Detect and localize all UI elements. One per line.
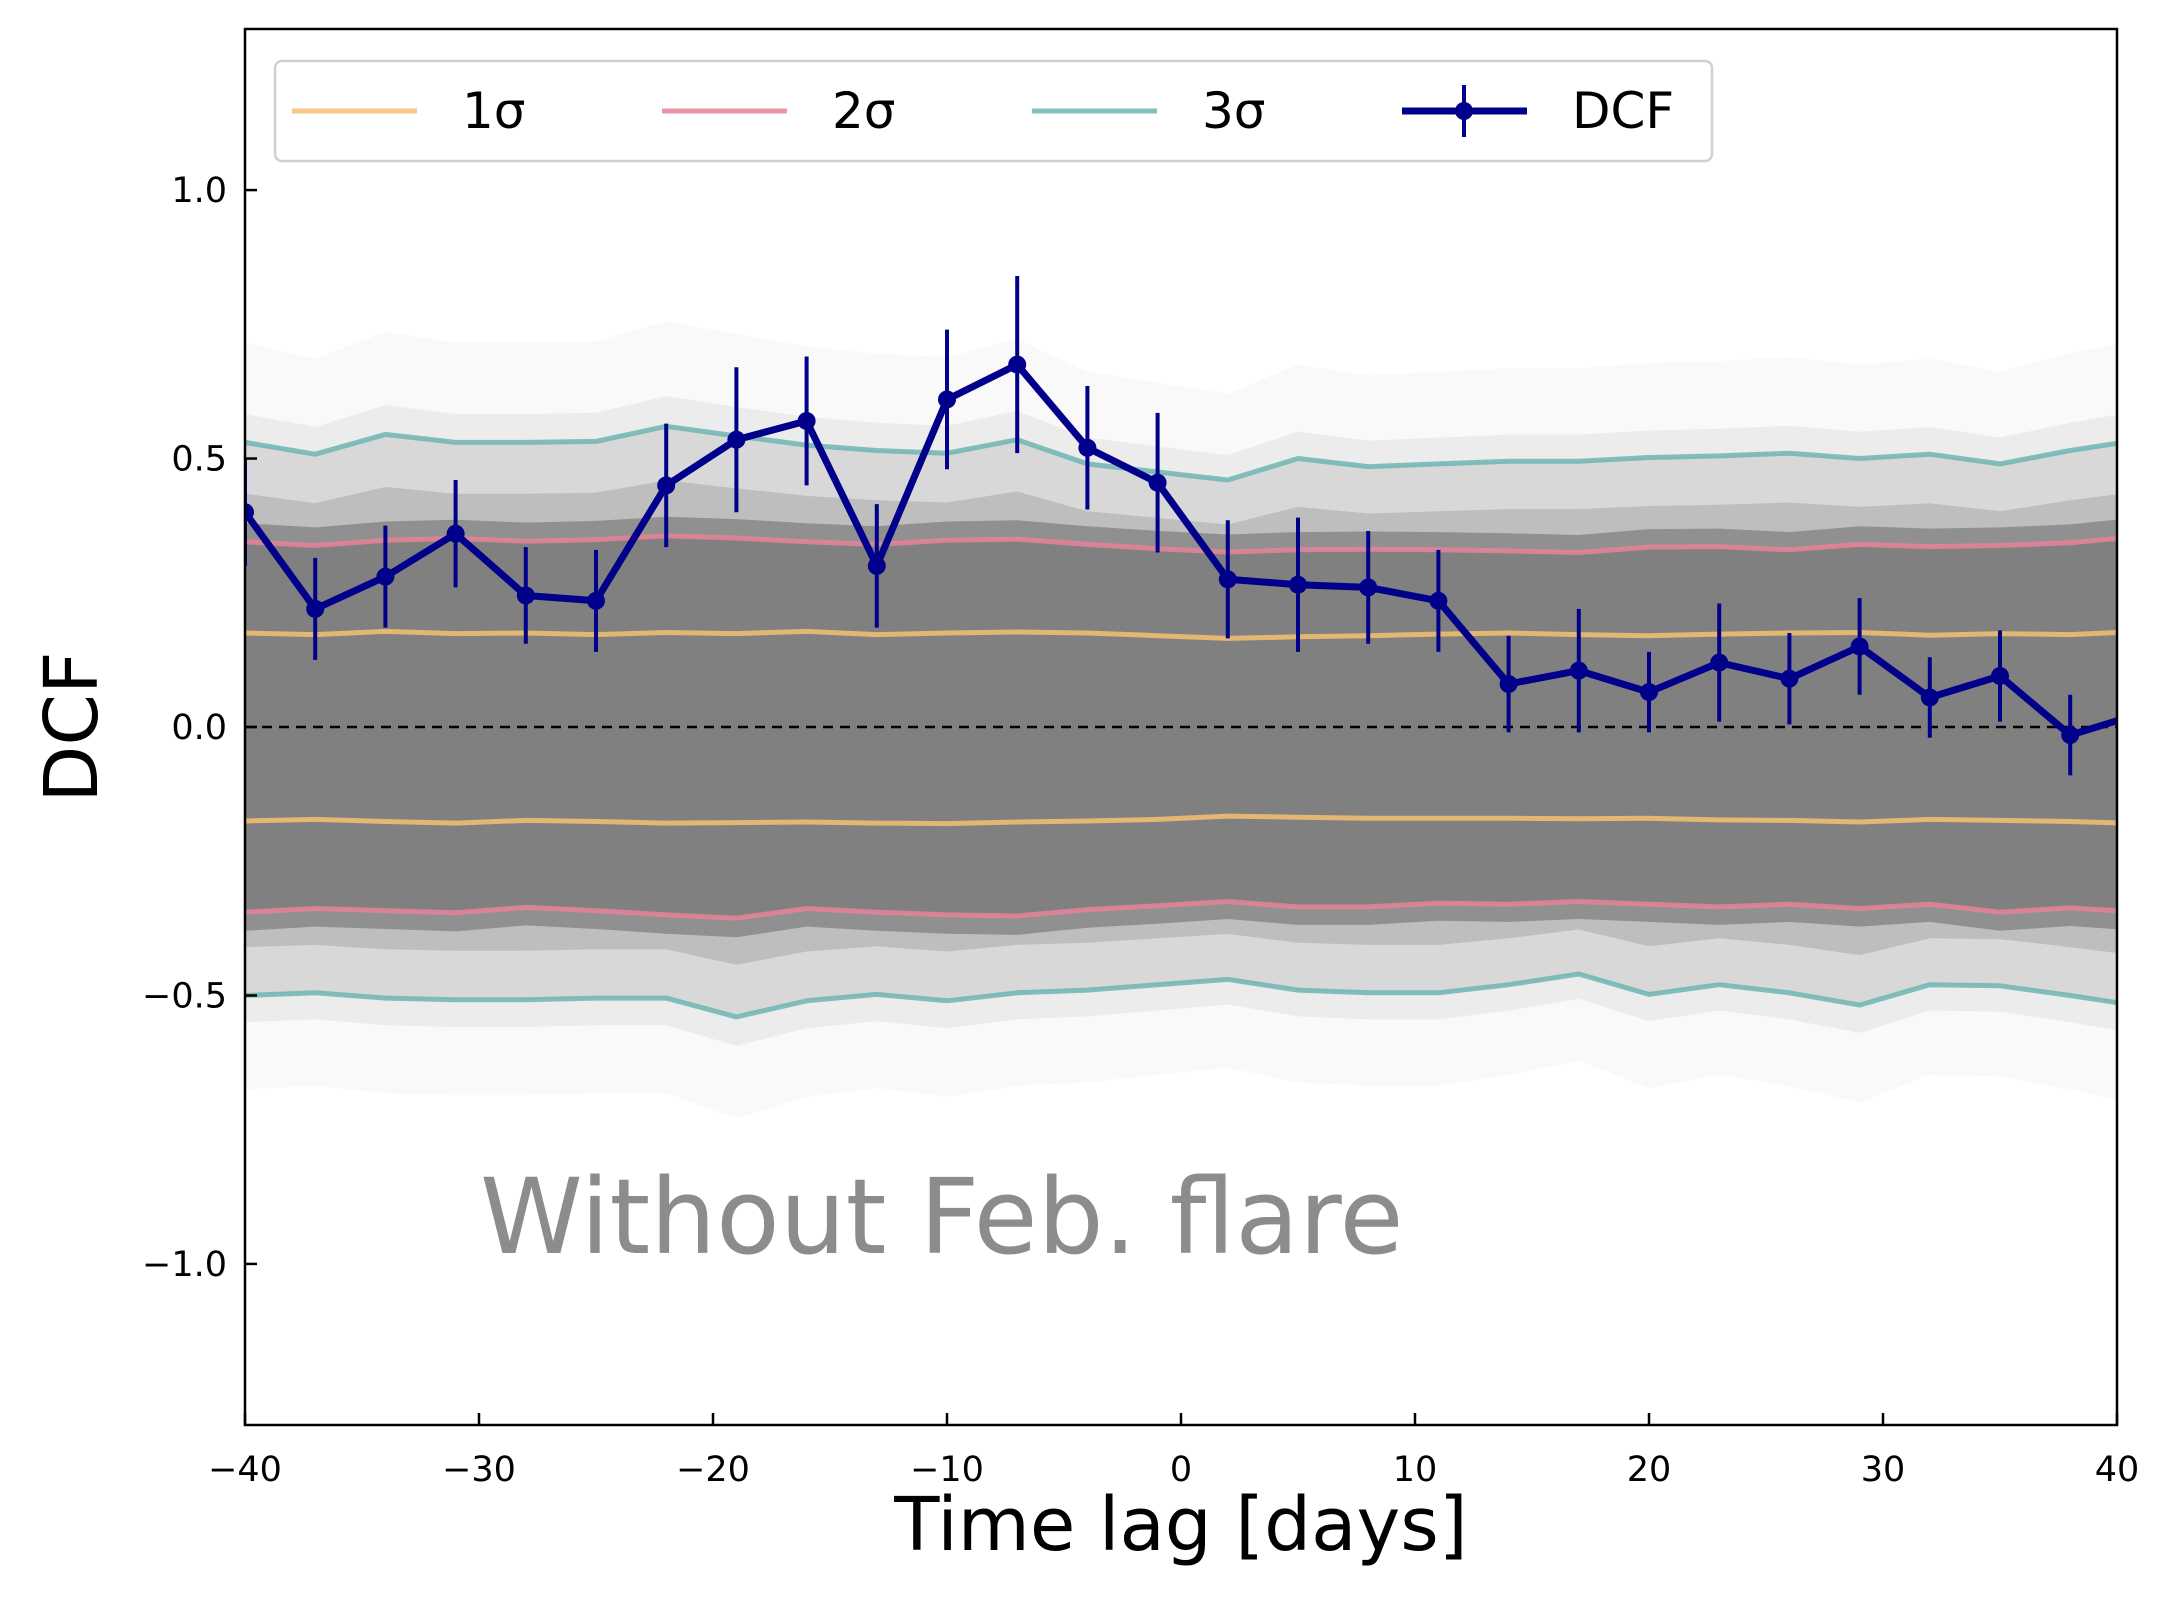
y-axis-label: DCF: [29, 651, 115, 802]
sigma-curve-upper: [245, 628, 2117, 641]
x-axis-label: Time lag [days]: [893, 1482, 1467, 1568]
legend-box: [273, 59, 1714, 163]
legend-label: 2σ: [832, 82, 896, 140]
y-axis-ticks: −1.0 −0.5 0.0 0.5 1.0: [142, 171, 257, 1285]
dcf-point: [1429, 591, 1448, 610]
x-tick-label: −10: [910, 1450, 984, 1490]
legend: 1σ 2σ 3σ DCF: [273, 59, 1714, 163]
y-tick-label: −1.0: [142, 1245, 227, 1285]
dcf-point: [797, 411, 816, 430]
x-tick-label: 40: [2095, 1450, 2140, 1490]
x-tick-label: 30: [1861, 1450, 1906, 1490]
dcf-point: [1218, 570, 1237, 589]
y-tick-label: 1.0: [171, 171, 227, 211]
legend-label: 3σ: [1202, 82, 1266, 140]
dcf-point: [1499, 675, 1518, 694]
y-tick-label: −0.5: [142, 976, 227, 1016]
dcf-point: [1569, 661, 1588, 680]
legend-marker: [1455, 102, 1473, 120]
sigma-curve-upper: [245, 423, 2117, 483]
dcf-point: [938, 390, 956, 409]
dcf-point: [867, 556, 886, 575]
dcf-point: [1289, 575, 1307, 594]
dcf-point: [727, 430, 746, 449]
sigma-curve-upper: [245, 533, 2117, 555]
dcf-point: [1078, 438, 1097, 457]
dcf-point: [2061, 726, 2080, 745]
x-tick-label: −40: [208, 1450, 282, 1490]
x-tick-label: 20: [1627, 1450, 1672, 1490]
dcf-point: [1710, 653, 1729, 672]
y-tick-label: 0.0: [171, 708, 227, 748]
annotation-text: Without Feb. flare: [480, 1156, 1403, 1278]
dcf-series: [245, 275, 2149, 776]
dcf-point: [1008, 355, 1027, 374]
dcf-point: [1359, 578, 1378, 597]
x-axis-ticks: −40 −30 −20 −10 0 10 20 30 40: [208, 1413, 2139, 1490]
sigma-curve-lower: [245, 813, 2117, 827]
dcf-point: [1920, 688, 1939, 707]
x-tick-label: −30: [442, 1450, 516, 1490]
significance-curves: [245, 423, 2117, 1020]
dcf-point: [1780, 669, 1799, 688]
x-tick-label: 10: [1393, 1450, 1438, 1490]
dcf-point: [1991, 666, 2009, 685]
dcf-point: [1640, 683, 1658, 702]
dcf-point: [1148, 473, 1167, 492]
legend-label: DCF: [1572, 82, 1674, 140]
x-tick-label: 0: [1170, 1450, 1192, 1490]
x-tick-label: −20: [676, 1450, 750, 1490]
y-tick-label: 0.5: [171, 440, 227, 480]
legend-label: 1σ: [462, 82, 526, 140]
dcf-point: [376, 567, 395, 586]
dcf-point: [306, 599, 325, 618]
legend-items: 1σ 2σ 3σ DCF: [292, 82, 1674, 140]
dcf-point: [2131, 705, 2149, 723]
dcf-line: [245, 361, 2117, 739]
dcf-point: [245, 503, 254, 522]
dcf-point: [587, 591, 605, 610]
sigma-curve-lower: [245, 899, 2117, 921]
dcf-point: [516, 586, 535, 605]
dcf-point: [446, 524, 465, 543]
dcf-point: [1850, 637, 1869, 656]
sigma-curve-lower: [245, 971, 2117, 1020]
dcf-point: [657, 476, 676, 495]
